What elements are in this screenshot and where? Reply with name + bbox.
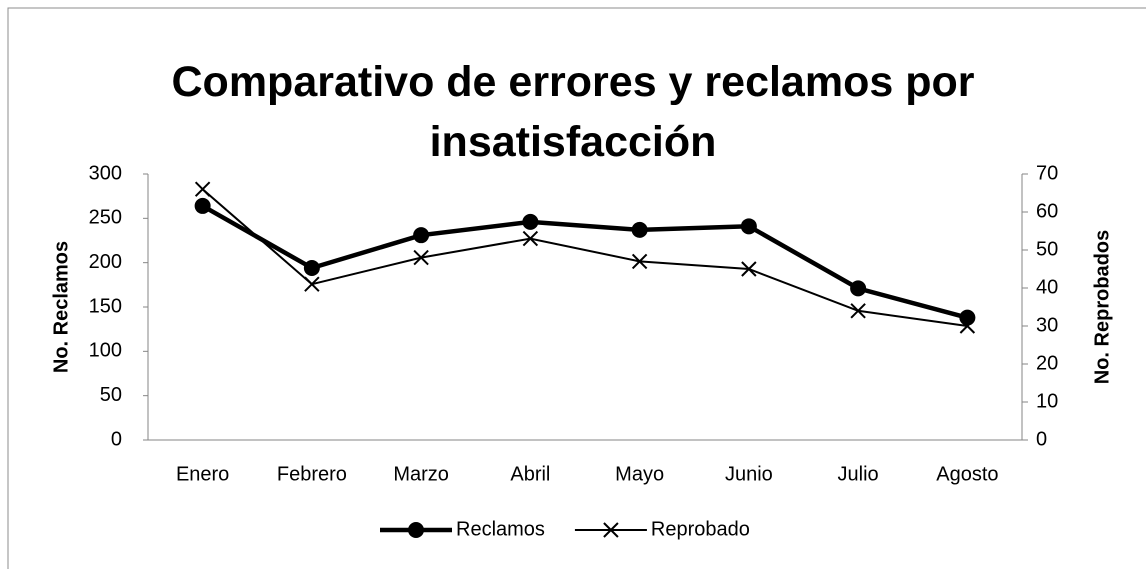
x-tick-label: Junio: [725, 463, 773, 485]
y2-tick-label: 70: [1036, 162, 1058, 184]
y2-tick-label: 40: [1036, 276, 1058, 298]
x-tick-label: Enero: [176, 463, 229, 485]
x-tick-label: Julio: [838, 463, 879, 485]
y2-tick-label: 20: [1036, 352, 1058, 374]
y2-axis-label: No. Reprobados: [1091, 230, 1113, 384]
data-point: [850, 280, 867, 297]
y-tick-label: 150: [89, 295, 122, 317]
x-tick-label: Abril: [510, 463, 550, 485]
series-line: [201, 203, 968, 320]
x-tick-label: Mayo: [615, 463, 664, 485]
y-tick-label: 200: [89, 251, 122, 273]
data-point: [740, 218, 757, 235]
data-point: [304, 276, 320, 292]
data-point: [194, 181, 211, 197]
data-point: [959, 309, 976, 326]
y2-tick-label: 60: [1036, 200, 1058, 222]
y-tick-label: 50: [100, 384, 122, 406]
y2-tick-label: 10: [1036, 390, 1058, 412]
legend-label: Reprobado: [651, 518, 750, 540]
y2-tick-label: 0: [1036, 428, 1047, 450]
y-axis-label: No. Reclamos: [50, 241, 72, 373]
y-tick-label: 300: [89, 162, 122, 184]
chart-title: Comparativo de errores y reclamos por in…: [171, 58, 975, 166]
y2-tick-label: 50: [1036, 238, 1058, 260]
x-tick-label: Febrero: [277, 463, 347, 485]
data-point: [741, 261, 757, 277]
data-point: [303, 259, 320, 276]
legend-marker: [408, 522, 424, 538]
data-point: [959, 318, 976, 334]
y2-tick-label: 30: [1036, 314, 1058, 336]
data-point: [850, 303, 866, 319]
y-tick-label: 0: [111, 428, 122, 450]
series-line: [201, 188, 968, 327]
data-point: [631, 253, 648, 270]
data-point: [522, 230, 539, 247]
chart-frame: [7, 7, 1146, 569]
x-tick-label: Marzo: [393, 463, 449, 485]
data-point: [631, 221, 648, 238]
x-tick-label: Agosto: [936, 463, 998, 485]
legend-label: Reclamos: [456, 518, 545, 540]
y-tick-label: 250: [89, 207, 122, 229]
legend-marker: [603, 522, 619, 538]
data-point: [413, 249, 429, 266]
data-point: [413, 227, 430, 244]
data-point: [522, 213, 539, 230]
data-point: [194, 197, 211, 214]
y-tick-label: 100: [89, 340, 122, 362]
